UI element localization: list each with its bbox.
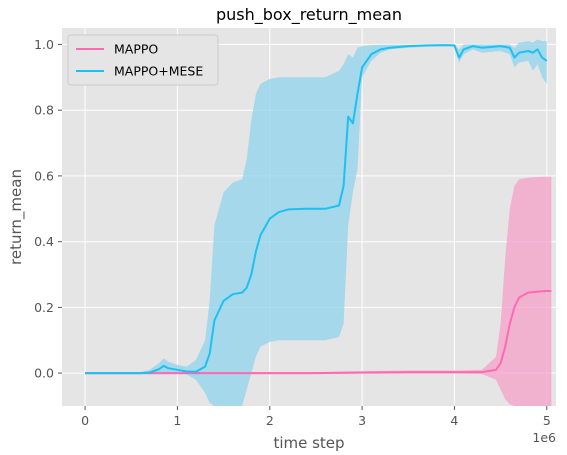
x-tick-label: 5	[543, 413, 551, 428]
legend-box	[67, 34, 219, 86]
x-tick-label: 4	[450, 413, 458, 428]
x-tick-label: 3	[358, 413, 366, 428]
line-mappo-mese	[85, 44, 548, 375]
series-lines	[85, 44, 552, 375]
band-mappo-mese	[85, 39, 547, 406]
y-tick-label: 0.6	[34, 168, 54, 183]
y-tick-label: 0.4	[34, 234, 54, 249]
y-tick-label: 1.0	[34, 37, 54, 52]
band-mappo	[85, 176, 552, 406]
y-axis-ticks: 0.0 0.2 0.4 0.6 0.8 1.0	[34, 37, 62, 381]
line-mappo	[85, 290, 552, 375]
y-tick-label: 0.8	[34, 103, 54, 118]
legend-label-mappo: MAPPO	[114, 42, 158, 57]
x-tick-label: 0	[81, 413, 89, 428]
y-axis-label: return_mean	[7, 169, 26, 265]
legend-label-mappo-mese: MAPPO+MESE	[114, 64, 203, 79]
x-tick-label: 2	[266, 413, 274, 428]
y-tick-label: 0.0	[34, 366, 54, 381]
x-axis-ticks: 0 1 2 3 4 5	[81, 406, 551, 428]
x-axis-label: time step	[273, 434, 344, 452]
x-axis-offset-label: 1e6	[532, 430, 556, 445]
chart-title: push_box_return_mean	[216, 5, 402, 25]
y-tick-label: 0.2	[34, 300, 54, 315]
confidence-bands	[85, 39, 552, 406]
legend: MAPPO MAPPO+MESE	[67, 34, 219, 86]
x-tick-label: 1	[173, 413, 181, 428]
